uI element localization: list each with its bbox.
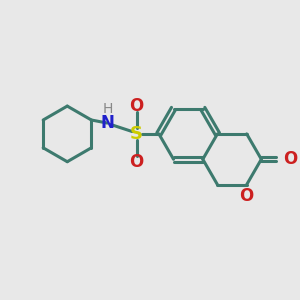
Text: O: O [283, 150, 297, 168]
Text: O: O [130, 153, 144, 171]
Text: N: N [100, 114, 114, 132]
Text: O: O [240, 187, 254, 205]
Text: O: O [130, 97, 144, 115]
Text: H: H [103, 102, 113, 116]
Text: S: S [130, 125, 143, 143]
